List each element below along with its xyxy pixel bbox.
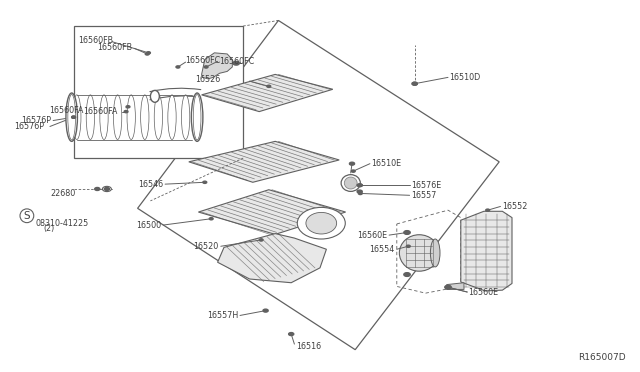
- Circle shape: [445, 285, 451, 289]
- Ellipse shape: [113, 95, 122, 140]
- Circle shape: [412, 82, 417, 85]
- Bar: [74, 26, 243, 158]
- Circle shape: [204, 66, 208, 68]
- Text: 16576E: 16576E: [411, 181, 441, 190]
- Ellipse shape: [297, 207, 346, 239]
- Text: 08310-41225: 08310-41225: [35, 219, 88, 228]
- Ellipse shape: [68, 94, 76, 140]
- Ellipse shape: [141, 95, 149, 140]
- Circle shape: [358, 192, 362, 195]
- Text: 16576P: 16576P: [21, 116, 51, 125]
- Circle shape: [95, 187, 100, 190]
- Ellipse shape: [72, 95, 81, 140]
- Circle shape: [405, 231, 409, 234]
- Circle shape: [357, 190, 362, 193]
- Polygon shape: [189, 141, 339, 182]
- Ellipse shape: [154, 95, 163, 140]
- Text: 16546: 16546: [138, 180, 163, 189]
- Circle shape: [72, 116, 76, 118]
- Text: 16552: 16552: [502, 202, 527, 211]
- Circle shape: [445, 286, 451, 289]
- Text: 16526: 16526: [196, 76, 221, 84]
- Polygon shape: [218, 234, 326, 283]
- Circle shape: [351, 170, 355, 172]
- Ellipse shape: [341, 174, 360, 191]
- Circle shape: [233, 61, 239, 65]
- Ellipse shape: [86, 95, 95, 140]
- Circle shape: [176, 66, 180, 68]
- Text: S: S: [24, 211, 30, 221]
- Ellipse shape: [182, 95, 189, 140]
- Ellipse shape: [102, 186, 111, 192]
- Circle shape: [412, 82, 417, 85]
- Circle shape: [209, 218, 213, 220]
- Ellipse shape: [100, 95, 108, 140]
- Circle shape: [289, 333, 294, 336]
- Text: 22680: 22680: [51, 189, 76, 198]
- Text: 16510D: 16510D: [449, 73, 481, 82]
- Text: 16554: 16554: [370, 245, 395, 254]
- Ellipse shape: [193, 94, 201, 140]
- Text: 16560FA: 16560FA: [49, 106, 83, 115]
- Text: 16557: 16557: [411, 191, 436, 200]
- Text: 16560FC: 16560FC: [186, 56, 221, 65]
- Polygon shape: [202, 74, 333, 112]
- Ellipse shape: [66, 93, 77, 141]
- Circle shape: [124, 110, 128, 113]
- Text: 16560E: 16560E: [468, 288, 499, 296]
- Ellipse shape: [168, 95, 176, 140]
- Text: 16560FA: 16560FA: [83, 107, 118, 116]
- Polygon shape: [447, 283, 464, 289]
- Circle shape: [267, 85, 271, 87]
- Ellipse shape: [306, 212, 337, 234]
- Circle shape: [259, 239, 263, 241]
- Ellipse shape: [431, 239, 440, 267]
- Circle shape: [72, 116, 76, 118]
- Polygon shape: [202, 53, 232, 79]
- Polygon shape: [198, 190, 346, 234]
- Ellipse shape: [191, 93, 203, 141]
- Circle shape: [404, 231, 410, 234]
- Text: 16560FB: 16560FB: [97, 43, 132, 52]
- Circle shape: [406, 245, 410, 247]
- Circle shape: [147, 52, 150, 54]
- Circle shape: [203, 181, 207, 183]
- Text: R165007D: R165007D: [579, 353, 626, 362]
- Circle shape: [126, 106, 130, 108]
- Text: 16520: 16520: [194, 242, 219, 251]
- Text: 16560FB: 16560FB: [78, 36, 113, 45]
- Circle shape: [104, 187, 109, 190]
- Text: (2): (2): [44, 224, 55, 233]
- Circle shape: [263, 309, 268, 312]
- Ellipse shape: [150, 90, 159, 102]
- Text: 16516: 16516: [296, 342, 321, 351]
- Text: 16560FC: 16560FC: [219, 57, 254, 66]
- Circle shape: [145, 53, 149, 55]
- Polygon shape: [461, 211, 512, 291]
- Circle shape: [358, 184, 362, 186]
- Text: 16576P: 16576P: [14, 122, 44, 131]
- Circle shape: [404, 273, 410, 276]
- Text: 16510E: 16510E: [371, 159, 401, 168]
- Circle shape: [357, 184, 362, 187]
- Text: 16500: 16500: [136, 221, 161, 230]
- Ellipse shape: [127, 95, 136, 140]
- Ellipse shape: [344, 177, 357, 189]
- Text: 16560E: 16560E: [357, 231, 387, 240]
- Text: 16557H: 16557H: [207, 311, 238, 320]
- Ellipse shape: [399, 235, 439, 271]
- Circle shape: [349, 162, 355, 165]
- Circle shape: [486, 209, 490, 211]
